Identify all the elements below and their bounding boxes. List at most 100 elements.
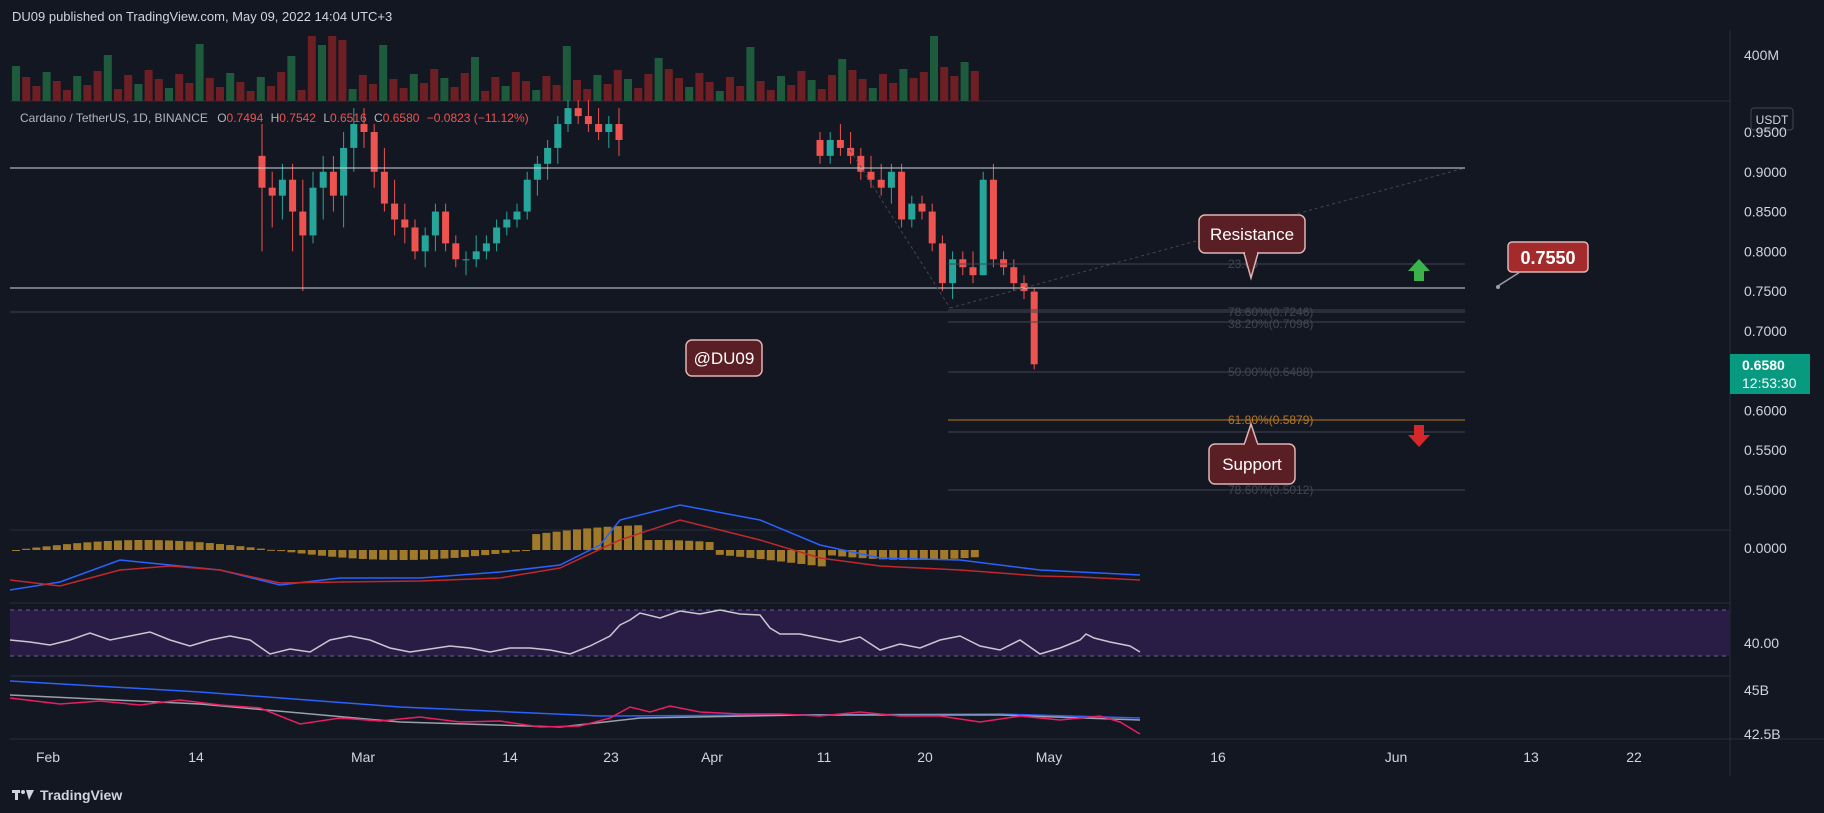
volume-bar (532, 90, 541, 101)
candle-body (584, 116, 592, 125)
macd-bar (685, 540, 694, 550)
macd-bar (328, 550, 337, 557)
volume-bar (195, 44, 204, 101)
candle-body (523, 179, 531, 212)
volume-bar (399, 88, 408, 101)
time-tick-label: 20 (917, 749, 933, 765)
volume-bar (73, 76, 82, 101)
candle-body (959, 259, 967, 268)
volume-bar (736, 86, 745, 101)
macd-bar (644, 540, 653, 550)
macd-bar (134, 540, 143, 550)
macd-bar (175, 540, 184, 550)
volume-bar (297, 90, 306, 101)
volume-bar (481, 91, 490, 101)
volume-bar (746, 47, 755, 101)
up-arrow-icon (1408, 259, 1430, 281)
tradingview-footer[interactable]: TradingView (12, 787, 122, 803)
macd-bar (603, 526, 612, 550)
volume-bar (226, 73, 235, 101)
macd-bar (654, 540, 663, 550)
macd-bar (573, 529, 581, 550)
macd-bar (726, 550, 734, 556)
candle-body (309, 187, 317, 236)
volume-bar (685, 87, 694, 101)
volume-bar (430, 69, 439, 101)
macd-bar (542, 532, 551, 550)
macd-bar (889, 550, 898, 560)
fib-label: 38.20%(0.7096) (1228, 317, 1313, 331)
macd-bar (154, 540, 163, 550)
volume-bar (63, 90, 71, 101)
candle-body (574, 108, 582, 117)
macd-bar (695, 541, 704, 550)
candle-body (554, 124, 562, 148)
volume-bar (42, 72, 51, 101)
candle-body (908, 203, 916, 220)
candle-body (867, 171, 875, 180)
rsi-band (10, 610, 1730, 656)
volume-bar (899, 69, 908, 101)
volume-bar (858, 79, 867, 101)
vol-axis-tick: 42.5B (1744, 726, 1781, 742)
time-tick-label: Jun (1385, 749, 1408, 765)
macd-bar (277, 550, 286, 552)
candle-body (826, 139, 834, 156)
macd-bar (348, 550, 357, 559)
macd-bar (450, 550, 459, 558)
time-tick-label: Feb (36, 749, 60, 765)
macd-bar (144, 540, 153, 550)
macd-bar (970, 550, 979, 558)
volume-bar (511, 72, 520, 101)
price-tag-annotation[interactable]: 0.7550 (1496, 241, 1589, 289)
support-callout[interactable]: Support (1208, 421, 1296, 485)
volume-bar (236, 82, 245, 101)
time-tick-label: May (1036, 749, 1062, 765)
volume-bar (522, 81, 530, 101)
author-label: @DU09 (694, 349, 755, 368)
volume-bar (287, 56, 296, 101)
currency-badge[interactable] (1750, 107, 1794, 131)
candle-body (1000, 259, 1008, 268)
volume-bar (103, 55, 112, 101)
volume-bar (501, 86, 510, 101)
candle-body (380, 171, 388, 204)
macd-bar (338, 550, 347, 558)
tradingview-brand: TradingView (40, 787, 123, 803)
volume-bar (807, 80, 816, 101)
volume-bar (52, 81, 61, 101)
volume-bar (338, 40, 347, 101)
candle-body (857, 155, 865, 172)
volume-bar (695, 73, 704, 101)
volume-bar (797, 71, 806, 101)
candle-body (340, 147, 348, 196)
resistance-callout[interactable]: Resistance (1198, 214, 1306, 281)
price-tick-label: 0.7500 (1744, 283, 1787, 299)
macd-bar (675, 540, 683, 550)
macd-bar (940, 550, 949, 560)
macd-bar (848, 550, 857, 558)
volume-bar (450, 87, 459, 101)
macd-bar (22, 548, 31, 550)
macd-bar (766, 550, 775, 561)
volume-bar (664, 69, 673, 101)
macd-bar (511, 550, 520, 552)
macd-bar (195, 542, 204, 550)
macd-bar (124, 540, 133, 550)
macd-bar (664, 540, 673, 550)
volume-bar (348, 89, 357, 101)
macd-bar (593, 527, 602, 550)
volume-bar (940, 67, 949, 101)
candle-body (595, 124, 603, 132)
down-arrow-icon (1408, 425, 1430, 447)
volume-bar (491, 77, 500, 101)
volume-bar (358, 75, 367, 101)
current-price-badge (1730, 354, 1810, 394)
time-axis[interactable]: Feb 14 Mar 14 23 Apr 11 20 May 16 Jun 13 22 (36, 749, 1642, 765)
volume-bar (909, 78, 918, 101)
volume-bar (603, 84, 612, 101)
candle-body (615, 124, 623, 140)
macd-bar (226, 545, 235, 550)
macd-bar (185, 541, 194, 550)
